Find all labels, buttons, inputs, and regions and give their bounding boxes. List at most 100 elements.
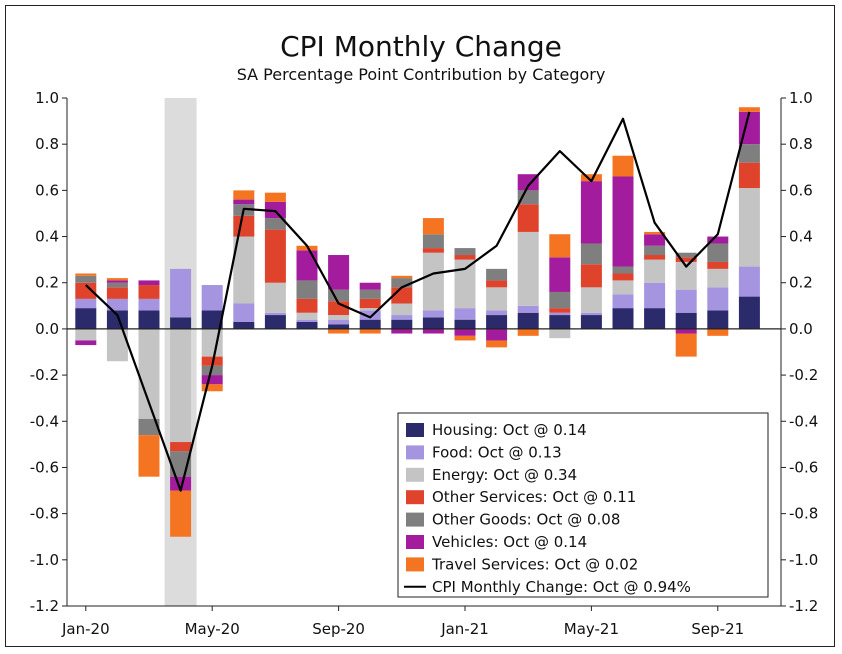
- y-tick-label-right: -1.0: [789, 551, 818, 569]
- bar-segment: [138, 285, 160, 299]
- x-tick-label: Sep-21: [691, 620, 744, 638]
- y-tick-label-right: 0.6: [789, 181, 813, 199]
- legend-swatch: [406, 557, 424, 572]
- bar-segment: [644, 259, 666, 283]
- bar-segment: [738, 162, 760, 189]
- y-tick-label-left: -0.8: [30, 505, 59, 523]
- y-tick-label-right: -0.2: [789, 366, 818, 384]
- bar-segment: [422, 317, 444, 329]
- bar-segment: [486, 340, 508, 348]
- bar-segment: [264, 192, 286, 202]
- bar-segment: [675, 261, 697, 290]
- y-tick-label-left: 0.4: [35, 228, 59, 246]
- bar-segment: [296, 321, 318, 329]
- bar-segment: [391, 278, 413, 288]
- bar-segment: [106, 282, 128, 288]
- y-tick-label-left: 0.6: [35, 181, 59, 199]
- bar-segment: [549, 291, 571, 309]
- bar-segment: [170, 328, 192, 443]
- bar-segment: [201, 285, 223, 311]
- bar-segment: [738, 144, 760, 163]
- bar-segment: [359, 298, 381, 309]
- plot-area: 1.0 1.0 0.8 0.8 0.6 0.6 0.4 0.4 0.2 0.2 0.0 0.0 -0.2…: [30, 89, 819, 638]
- bar-segment: [486, 280, 508, 288]
- bar-segment: [359, 310, 381, 320]
- bar-segment: [106, 280, 128, 283]
- bar-segment: [517, 174, 539, 191]
- bar-segment: [549, 312, 571, 316]
- bar-segment: [675, 328, 697, 334]
- bar-segment: [707, 243, 729, 262]
- y-tick-label-left: 1.0: [35, 89, 59, 107]
- bar-segment: [106, 310, 128, 329]
- bar-segment: [264, 282, 286, 313]
- bar-segment: [138, 280, 160, 286]
- bar-segment: [612, 176, 634, 267]
- chart-title: CPI Monthly Change: [280, 30, 562, 63]
- y-tick-label-left: -0.6: [30, 458, 59, 476]
- y-tick-label-right: -0.4: [789, 412, 818, 430]
- bar-segment: [486, 315, 508, 329]
- bar-segment: [675, 312, 697, 329]
- y-tick-label-right: -0.8: [789, 505, 818, 523]
- bar-segment: [486, 328, 508, 341]
- legend-label: Other Services: Oct @ 0.11: [432, 488, 636, 506]
- bar-segment: [296, 319, 318, 322]
- bar-segment: [738, 266, 760, 297]
- bar-segment: [296, 250, 318, 281]
- bar-segment: [422, 328, 444, 334]
- bar-segment: [391, 275, 413, 279]
- bar-segment: [201, 384, 223, 392]
- bar-segment: [707, 287, 729, 311]
- bar-segment: [707, 268, 729, 288]
- y-tick-label-right: -0.6: [789, 458, 818, 476]
- bar-segment: [580, 315, 602, 329]
- legend-swatch: [406, 445, 424, 460]
- bar-segment: [201, 365, 223, 376]
- bar-segment: [359, 319, 381, 329]
- bar-segment: [580, 312, 602, 316]
- bar-segment: [75, 328, 97, 341]
- bar-segment: [454, 248, 476, 256]
- y-tick-label-left: -1.2: [30, 597, 59, 615]
- x-tick-label: May-20: [185, 620, 240, 638]
- bar-segment: [359, 308, 381, 311]
- bar-segment: [644, 255, 666, 260]
- bar-segment: [612, 155, 634, 177]
- bar-segment: [517, 312, 539, 329]
- bar-segment: [75, 308, 97, 329]
- bar-segment: [517, 305, 539, 313]
- bar-segment: [644, 245, 666, 256]
- bar-segment: [106, 287, 128, 299]
- bar-segment: [296, 312, 318, 320]
- bar-segment: [170, 490, 192, 537]
- bar-segment: [170, 476, 192, 491]
- bar-segment: [328, 319, 350, 325]
- bar-segment: [233, 236, 255, 304]
- bar-segment: [486, 310, 508, 316]
- bar-segment: [580, 243, 602, 265]
- y-tick-label-right: -1.2: [789, 597, 818, 615]
- bar-segment: [75, 273, 97, 276]
- x-tick-label: Jan-20: [61, 620, 110, 638]
- bar-segment: [264, 218, 286, 230]
- y-tick-label-right: 0.4: [789, 228, 813, 246]
- bar-segment: [170, 268, 192, 318]
- x-tick-label: May-21: [564, 620, 619, 638]
- x-tick-label: Jan-21: [440, 620, 489, 638]
- bar-segment: [454, 335, 476, 341]
- bar-segment: [549, 315, 571, 329]
- bar-segment: [738, 188, 760, 267]
- bar-segment: [580, 174, 602, 182]
- bar-segment: [391, 328, 413, 334]
- legend-swatch: [406, 467, 424, 482]
- legend: Housing: Oct @ 0.14 Food: Oct @ 0.13 Energ…: [397, 412, 769, 598]
- x-tick-label: Sep-20: [312, 620, 365, 638]
- y-tick-label-left: 0.0: [35, 320, 59, 338]
- bar-segment: [454, 308, 476, 320]
- bar-segment: [644, 308, 666, 329]
- bar-segment: [707, 236, 729, 244]
- bar-segment: [296, 280, 318, 299]
- bar-segment: [644, 234, 666, 246]
- legend-label: Vehicles: Oct @ 0.14: [432, 533, 587, 551]
